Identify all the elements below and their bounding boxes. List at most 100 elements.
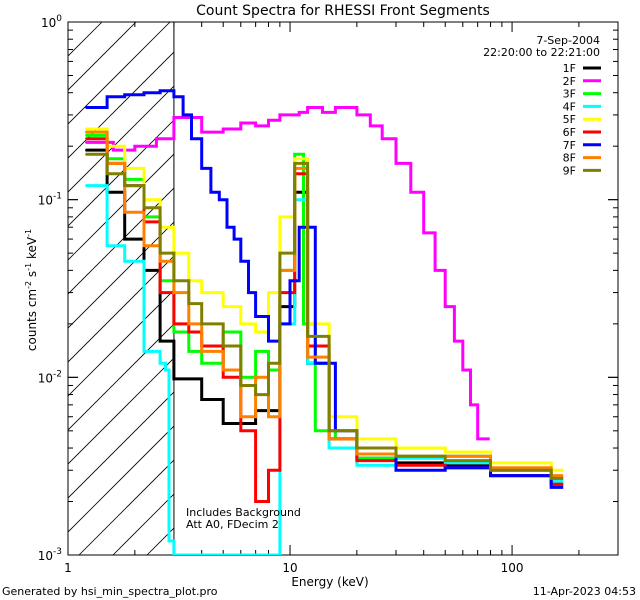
data-point-5f	[279, 216, 281, 218]
data-point-3f	[294, 153, 296, 155]
data-point-2f	[279, 114, 281, 116]
data-point-7f	[247, 292, 250, 294]
legend-label: 7F	[563, 139, 576, 152]
legend-label: 3F	[563, 88, 576, 101]
data-point-6f	[267, 469, 270, 471]
data-point-9f	[489, 469, 492, 471]
data-point-8f	[143, 245, 145, 247]
data-point-8f	[222, 369, 224, 371]
data-point-4f	[173, 554, 175, 555]
footer-generated-by: Generated by hsi_min_spectra_plot.pro	[2, 585, 218, 598]
chart-title: Count Spectra for RHESSI Front Segments	[196, 3, 490, 19]
data-point-9f	[159, 252, 161, 254]
data-point-5f	[201, 292, 203, 294]
data-point-8f	[173, 292, 175, 294]
data-point-4f	[159, 362, 161, 364]
series-line-5f	[85, 127, 564, 472]
data-point-5f	[255, 331, 257, 333]
data-point-4f	[328, 447, 330, 449]
data-point-2f	[112, 149, 114, 151]
data-point-7f	[298, 226, 300, 228]
data-point-3f	[173, 331, 175, 333]
x-axis-ticks: 1 10 100	[64, 22, 619, 575]
data-point-6f	[159, 292, 161, 294]
data-point-7f	[233, 238, 235, 240]
data-point-5f	[222, 306, 224, 308]
data-point-7f	[267, 340, 270, 342]
data-point-5f	[267, 292, 270, 294]
data-point-2f	[321, 111, 324, 113]
legend-label: 6F	[563, 126, 576, 139]
data-point-1f	[201, 398, 203, 401]
data-point-9f	[444, 460, 446, 462]
data-point-5f	[444, 451, 446, 453]
data-point-7f	[190, 138, 193, 140]
data-point-6f	[222, 376, 224, 378]
data-point-4f	[356, 464, 358, 466]
data-point-5f	[294, 158, 296, 160]
legend-date: 7-Sep-2004	[536, 34, 600, 47]
data-point-2f	[346, 106, 348, 109]
data-point-2f	[334, 106, 336, 109]
data-point-3f	[188, 350, 190, 352]
data-point-9f	[240, 384, 242, 387]
data-point-1f	[222, 422, 224, 425]
data-point-2f	[134, 145, 136, 147]
data-point-9f	[395, 455, 397, 457]
data-point-2f	[307, 106, 309, 109]
y-axis-label-exp: -1	[24, 229, 33, 237]
data-point-4f	[85, 185, 87, 187]
data-point-1f	[159, 340, 161, 342]
data-point-2f	[423, 232, 425, 234]
data-point-9f	[267, 362, 270, 364]
y-axis-label-part: keV	[25, 236, 39, 263]
data-point-9f	[328, 430, 330, 432]
data-point-1f	[85, 149, 87, 151]
annotation-background: Includes Background	[186, 506, 301, 519]
data-point-7f	[106, 96, 108, 98]
series-line-6f	[85, 137, 564, 503]
data-point-8f	[267, 416, 270, 418]
data-point-7f	[240, 260, 242, 262]
data-point-4f	[124, 260, 126, 262]
series-line-7f	[85, 89, 564, 489]
y-axis-label-part: s	[25, 271, 39, 281]
data-point-2f	[255, 125, 257, 127]
data-point-5f	[240, 323, 242, 325]
data-point-2f	[240, 122, 242, 124]
data-point-3f	[255, 350, 257, 352]
data-point-7f	[201, 167, 203, 169]
data-point-4f	[444, 462, 446, 464]
data-point-2f	[222, 128, 224, 130]
data-point-6f	[173, 323, 175, 325]
data-point-6f	[356, 460, 358, 462]
y-tick-label: 100	[41, 14, 62, 30]
data-point-4f	[168, 540, 170, 542]
legend-label: 1F	[563, 62, 576, 75]
data-point-7f	[173, 96, 175, 98]
data-point-9f	[85, 153, 87, 155]
data-point-9f	[173, 280, 175, 282]
data-point-4f	[240, 554, 242, 555]
data-point-3f	[302, 323, 305, 325]
y-axis-label-part: counts cm	[25, 289, 39, 351]
data-point-2f	[477, 438, 479, 440]
data-point-9f	[143, 207, 145, 209]
data-point-8f	[255, 376, 257, 378]
data-point-2f	[444, 306, 446, 308]
data-point-8f	[188, 323, 190, 325]
legend-label: 8F	[563, 152, 576, 165]
data-point-2f	[469, 404, 472, 406]
data-point-8f	[124, 211, 126, 213]
data-point-2f	[462, 369, 464, 371]
data-point-8f	[159, 260, 161, 262]
y-tick-label: 10-1	[38, 192, 62, 208]
data-point-6f	[240, 430, 242, 432]
data-point-7f	[124, 94, 126, 96]
plot-frame	[67, 21, 619, 556]
legend-label: 9F	[563, 164, 576, 177]
data-point-7f	[489, 475, 492, 477]
data-point-4f	[201, 554, 203, 555]
legend-time-range: 22:20:00 to 22:21:00	[483, 46, 600, 59]
